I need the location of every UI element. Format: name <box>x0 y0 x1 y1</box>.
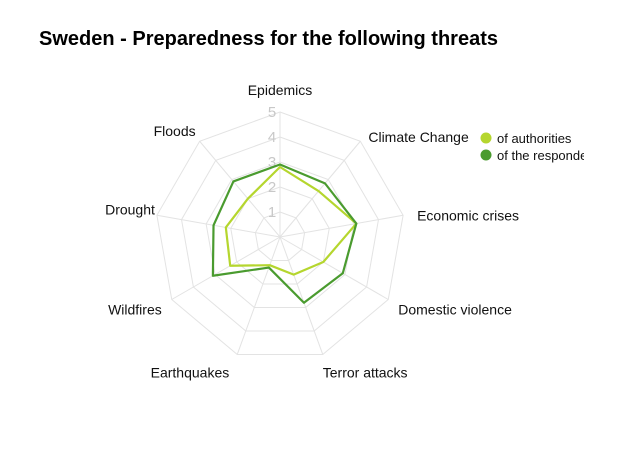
grid-ring <box>180 136 380 332</box>
grid-spoke <box>199 140 281 238</box>
grid-spoke <box>279 236 389 300</box>
tick-label: 2 <box>268 179 276 196</box>
grid-ring <box>156 111 404 355</box>
category-label: Earthquakes <box>151 364 230 380</box>
grid-spoke <box>236 236 281 355</box>
category-label: Drought <box>105 201 155 217</box>
grid-spoke <box>171 236 281 300</box>
chart-title: Sweden - Preparedness for the following … <box>39 28 498 50</box>
legend-clip <box>584 120 618 180</box>
tick-label: 3 <box>268 154 276 171</box>
tick-label: 1 <box>268 204 276 221</box>
category-label: Economic crises <box>417 207 519 223</box>
grid-spoke <box>279 214 404 238</box>
legend-marker <box>480 132 492 144</box>
legend-label: of the respondents <box>497 148 605 163</box>
series-line <box>211 163 358 304</box>
tick-label: 4 <box>268 129 276 146</box>
tick-label: 5 <box>268 104 276 121</box>
grid-spoke <box>156 214 281 238</box>
category-label: Floods <box>154 123 196 139</box>
series-line <box>224 165 358 276</box>
category-label: Epidemics <box>248 82 313 98</box>
category-label: Terror attacks <box>323 364 408 380</box>
category-label: Wildfires <box>108 302 162 318</box>
category-label: Climate Change <box>368 129 469 145</box>
legend-label: of authorities <box>497 131 572 146</box>
grid-ring <box>205 161 355 308</box>
grid-spoke <box>279 140 361 238</box>
grid-ring <box>230 186 330 285</box>
grid-spoke <box>279 236 324 355</box>
grid-ring <box>254 211 306 261</box>
legend-marker <box>480 149 492 161</box>
category-label: Domestic violence <box>398 302 512 318</box>
